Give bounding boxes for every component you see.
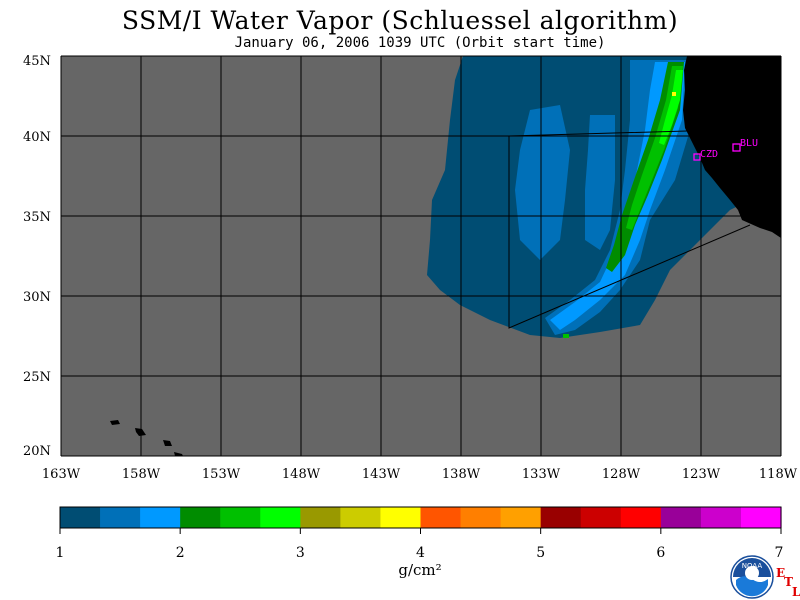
swath-light <box>550 62 685 330</box>
lat-label: 40N <box>23 130 51 145</box>
noaa-logo: NOAA <box>730 555 774 599</box>
colorbar-bin <box>580 507 622 528</box>
station-blu-label: BLU <box>740 138 758 149</box>
lat-label: 25N <box>23 370 51 385</box>
colorbar-bin <box>260 507 301 528</box>
swath-mid-1 <box>515 105 570 260</box>
etl-letter-l: L <box>792 585 800 599</box>
colorbar-bin <box>460 507 502 528</box>
lat-label: 30N <box>23 290 51 305</box>
lon-label: 158W <box>122 467 161 482</box>
chart-title: SSM/I Water Vapor (Schluessel algorithm) <box>121 6 679 35</box>
colorbar-bin <box>180 507 221 528</box>
lon-label: 153W <box>202 467 241 482</box>
etl-letter-t: T <box>784 575 793 589</box>
lon-label: 128W <box>602 467 641 482</box>
colorbar-bin <box>700 507 742 528</box>
colorbar-bin <box>140 507 181 528</box>
colorbar-bin <box>220 507 261 528</box>
lon-label: 148W <box>282 467 321 482</box>
lon-label: 138W <box>442 467 481 482</box>
lat-label: 45N <box>23 54 51 69</box>
colorbar-units: g/cm² <box>398 561 442 579</box>
colorbar-bin <box>300 507 341 528</box>
colorbar-bin <box>340 507 382 528</box>
lat-label: 35N <box>23 210 51 225</box>
station-czd-label: CZD <box>700 149 718 160</box>
colorbar-tick-label: 7 <box>775 545 784 561</box>
colorbar-tick-label: 5 <box>536 545 545 561</box>
analysis-region-outline <box>508 130 751 329</box>
etl-letter-e: E <box>776 566 786 580</box>
colorbar-tick-label: 3 <box>296 545 305 561</box>
swath-edge-pixel <box>563 334 569 338</box>
colorbar-bin <box>660 507 702 528</box>
colorbar-tick-label: 1 <box>56 545 65 561</box>
chart-subtitle: January 06, 2006 1039 UTC (Orbit start t… <box>234 35 606 51</box>
colorbar-bin <box>100 507 141 528</box>
graticule <box>60 55 782 457</box>
colorbar-bin <box>60 507 101 528</box>
colorbar-bin <box>620 507 662 528</box>
colorbar <box>60 507 782 528</box>
longitude-labels: 163W 158W 153W 148W 143W 138W 133W 128W … <box>42 467 798 482</box>
colorbar-ticks: 1 2 3 4 5 6 7 <box>56 528 784 561</box>
lon-label: 163W <box>42 467 81 482</box>
land-california <box>683 56 781 238</box>
station-blu-marker <box>732 143 741 152</box>
lat-label: 20N <box>23 444 51 459</box>
colorbar-tick-label: 6 <box>656 545 665 561</box>
station-blu: BLU <box>732 138 758 152</box>
latitude-labels: 45N 40N 35N 30N 25N 20N <box>23 54 51 459</box>
swath-green-bright <box>659 70 683 145</box>
noaa-logo-text: NOAA <box>742 562 763 570</box>
lon-label: 118W <box>759 467 798 482</box>
colorbar-bin <box>540 507 582 528</box>
colorbar-tick-label: 4 <box>416 545 425 561</box>
colorbar-bin <box>500 507 542 528</box>
station-czd-marker <box>693 153 701 161</box>
station-czd: CZD <box>693 149 718 161</box>
lon-label: 133W <box>522 467 561 482</box>
lon-label: 123W <box>682 467 721 482</box>
colorbar-tick-label: 2 <box>176 545 185 561</box>
colorbar-bin <box>420 507 462 528</box>
colorbar-bin <box>740 507 782 528</box>
vapor-max-pixel <box>672 92 676 96</box>
lon-label: 143W <box>362 467 401 482</box>
colorbar-bin <box>380 507 422 528</box>
